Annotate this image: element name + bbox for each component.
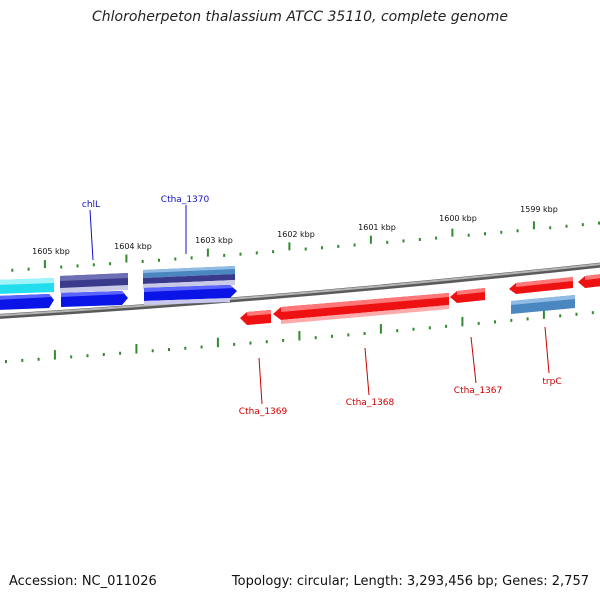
scale-labels: 1605 kbp 1604 kbp 1603 kbp 1602 kbp 1601… <box>32 205 558 256</box>
gene-red-edge[interactable] <box>578 273 600 288</box>
accession-text: Accession: NC_011026 <box>9 574 157 589</box>
scale-label: 1599 kbp <box>520 205 558 214</box>
genome-summary-text: Topology: circular; Length: 3,293,456 bp… <box>231 574 589 589</box>
scale-label: 1601 kbp <box>358 223 396 232</box>
gene-Ctha_1369[interactable] <box>240 310 271 325</box>
gene-blue-right[interactable] <box>144 285 237 305</box>
gene-label-Ctha_1369[interactable]: Ctha_1369 <box>239 407 288 417</box>
gene-chlL[interactable] <box>60 273 128 293</box>
inner-scale-ticks <box>5 309 594 364</box>
scale-label: 1604 kbp <box>114 242 152 251</box>
map-title: Chloroherpeton thalassium ATCC 35110, co… <box>92 9 508 25</box>
gene-cyan[interactable] <box>0 278 54 294</box>
scale-label: 1605 kbp <box>32 247 70 256</box>
gene-trpC[interactable] <box>509 277 575 314</box>
gene-label-chlL[interactable]: chlL <box>82 200 100 210</box>
scale-label: 1602 kbp <box>277 230 315 239</box>
gene-blue-left[interactable] <box>0 294 54 310</box>
gene-label-trpC[interactable]: trpC <box>542 377 561 387</box>
reverse-strand-genes <box>240 273 600 325</box>
gene-label-Ctha_1368[interactable]: Ctha_1368 <box>346 398 395 408</box>
label-leader-lines <box>89 205 550 405</box>
outer-scale-ticks <box>11 221 600 272</box>
gene-labels: chlL Ctha_1370 Ctha_1369 Ctha_1368 Ctha_… <box>82 195 562 417</box>
gene-label-Ctha_1370[interactable]: Ctha_1370 <box>161 195 210 205</box>
gene-Ctha_1370[interactable] <box>143 266 235 289</box>
gene-Ctha_1368[interactable] <box>273 293 449 324</box>
forward-strand-genes <box>0 266 237 310</box>
gene-label-Ctha_1367[interactable]: Ctha_1367 <box>454 386 502 396</box>
gene-blue-mid[interactable] <box>61 291 128 307</box>
gene-Ctha_1367[interactable] <box>450 288 485 303</box>
scale-label: 1600 kbp <box>439 214 477 223</box>
scale-label: 1603 kbp <box>195 236 233 245</box>
genome-backbone <box>0 262 600 319</box>
